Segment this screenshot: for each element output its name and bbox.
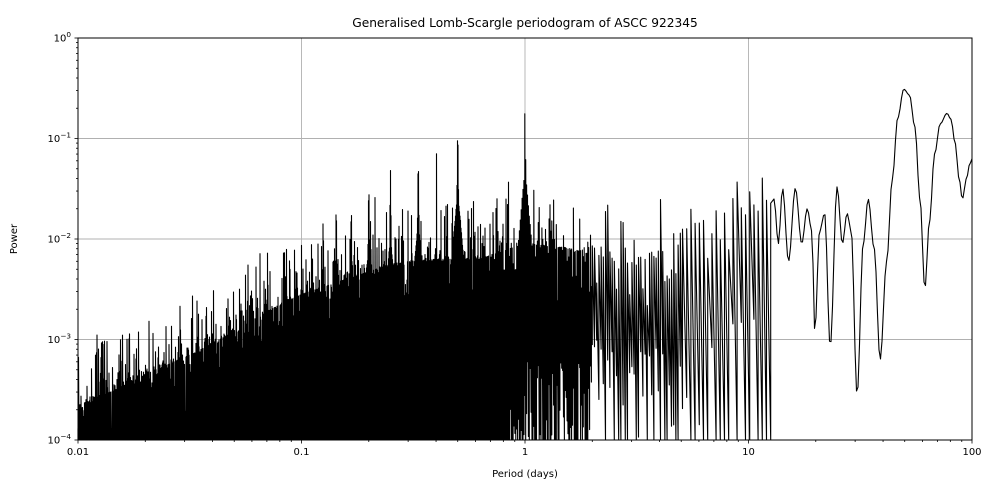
y-tick-label-1e-4: 10−4 <box>48 432 72 447</box>
chart-title: Generalised Lomb-Scargle periodogram of … <box>352 16 697 30</box>
tick-label-layer: 0.01 0.1 1 10 100 100 10−1 10−2 10−3 10−4 <box>48 30 982 458</box>
y-tick-label-1e0: 100 <box>54 30 72 45</box>
x-tick-label-10: 10 <box>742 447 755 458</box>
y-tick-label-1e-2: 10−2 <box>48 231 72 246</box>
x-axis-label: Period (days) <box>492 469 558 480</box>
x-tick-label-0.1: 0.1 <box>294 447 310 458</box>
x-tick-label-0.01: 0.01 <box>67 447 89 458</box>
x-tick-label-1: 1 <box>522 447 528 458</box>
tick-layer <box>74 37 973 444</box>
x-tick-label-100: 100 <box>962 447 981 458</box>
y-tick-label-1e-1: 10−1 <box>48 131 72 146</box>
y-tick-label-1e-3: 10−3 <box>48 332 72 347</box>
y-axis-label: Power <box>9 223 20 254</box>
